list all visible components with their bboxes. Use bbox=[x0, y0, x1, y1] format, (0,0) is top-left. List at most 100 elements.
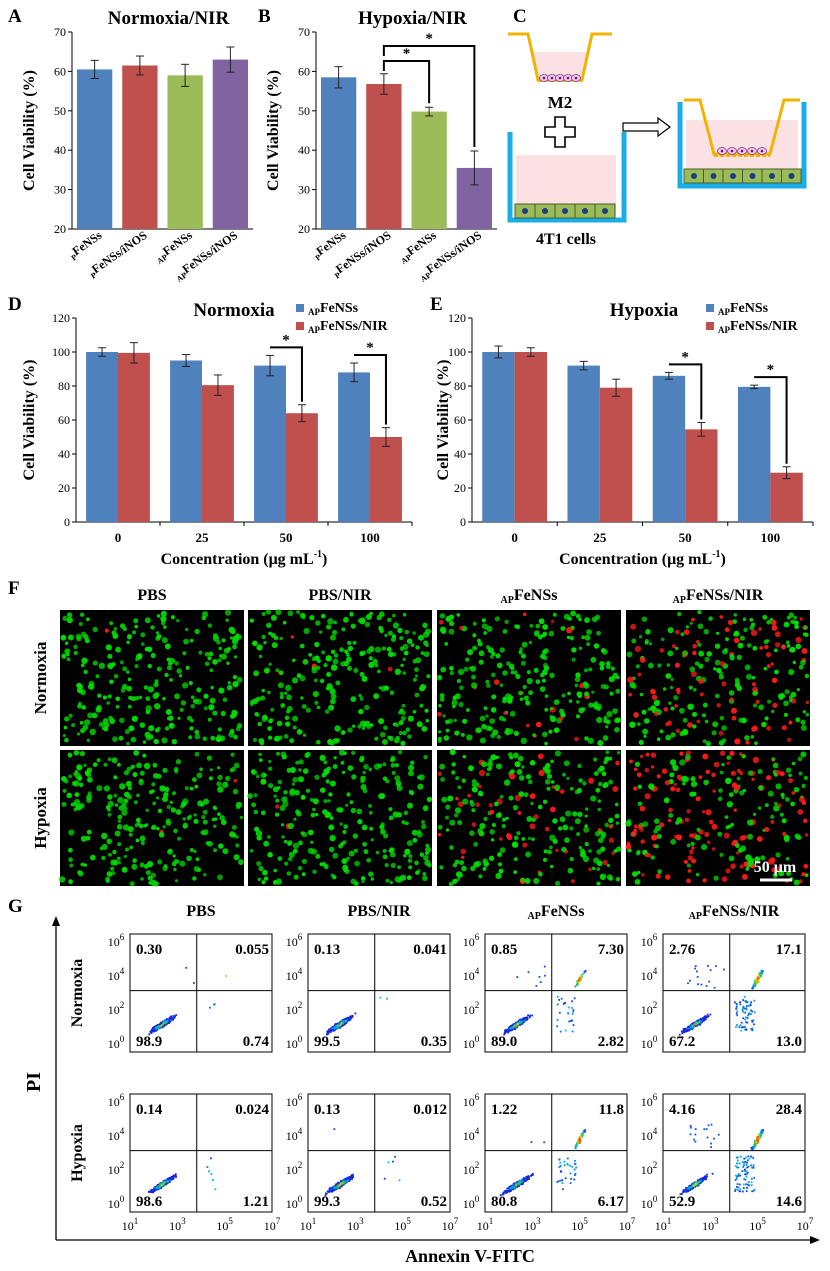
live-cell bbox=[669, 772, 675, 778]
live-cell bbox=[396, 812, 402, 818]
live-cell bbox=[350, 807, 356, 814]
live-cell bbox=[798, 665, 804, 670]
live-cell bbox=[728, 792, 734, 797]
live-cell bbox=[420, 651, 425, 655]
live-cell bbox=[490, 754, 497, 761]
live-cell bbox=[526, 670, 531, 675]
column-header: PBS bbox=[137, 587, 166, 604]
live-cell bbox=[250, 702, 254, 706]
y-tick-label: 106 bbox=[286, 932, 303, 949]
live-cell bbox=[73, 650, 78, 656]
live-cell bbox=[157, 859, 163, 865]
live-cell bbox=[682, 717, 688, 723]
live-cell bbox=[544, 779, 551, 785]
live-cell bbox=[389, 690, 395, 695]
dead-cell bbox=[471, 822, 477, 828]
live-cell bbox=[662, 687, 667, 691]
live-cell bbox=[143, 863, 149, 869]
event-dot bbox=[165, 1023, 168, 1025]
event-dot bbox=[744, 1007, 746, 1010]
live-cell bbox=[609, 691, 614, 696]
y-tick-label-exponent: 4 bbox=[298, 966, 303, 976]
event-dot bbox=[690, 1026, 692, 1028]
live-cell bbox=[238, 859, 244, 865]
live-cell bbox=[697, 642, 702, 647]
live-cell bbox=[319, 678, 325, 684]
event-dot bbox=[342, 1022, 344, 1025]
live-cell bbox=[747, 770, 753, 776]
dead-cell bbox=[731, 715, 737, 721]
live-cell bbox=[692, 724, 697, 729]
live-cell bbox=[281, 796, 288, 803]
event-dot bbox=[572, 1024, 575, 1026]
event-dot bbox=[741, 1009, 744, 1011]
x-tick-label: 0 bbox=[115, 530, 122, 545]
live-cell bbox=[643, 734, 647, 738]
live-cell bbox=[319, 754, 326, 761]
live-cell bbox=[605, 756, 610, 761]
event-dot bbox=[348, 1016, 351, 1019]
live-cell bbox=[497, 852, 502, 857]
live-cell bbox=[333, 653, 339, 658]
event-dot bbox=[567, 1012, 569, 1014]
y-tick-label-exponent: 4 bbox=[475, 966, 480, 976]
micrograph-background bbox=[626, 610, 810, 746]
dead-cell bbox=[630, 623, 637, 630]
live-cell bbox=[291, 782, 295, 786]
dead-cell bbox=[437, 771, 442, 776]
live-cell bbox=[617, 751, 621, 755]
live-cell bbox=[576, 787, 583, 794]
live-cell bbox=[312, 807, 316, 812]
live-cell bbox=[402, 730, 407, 736]
live-cell bbox=[783, 621, 790, 628]
column-header-main: PBS bbox=[186, 903, 215, 920]
live-cell bbox=[504, 730, 508, 734]
legend-swatch bbox=[706, 304, 714, 312]
event-dot bbox=[700, 1018, 703, 1021]
live-cell bbox=[486, 683, 491, 688]
lower-well bbox=[507, 132, 627, 223]
live-cell bbox=[102, 695, 107, 700]
dead-cell bbox=[771, 625, 778, 631]
live-cell bbox=[654, 818, 660, 824]
live-cell bbox=[217, 874, 223, 881]
event-dot bbox=[206, 1166, 209, 1168]
live-cell bbox=[741, 717, 747, 724]
live-cell bbox=[462, 718, 468, 724]
dead-cell bbox=[615, 760, 620, 766]
x-tick-label-main: FeNSs bbox=[70, 228, 105, 258]
panel-letter-g: G bbox=[8, 896, 23, 917]
live-cell bbox=[545, 762, 551, 769]
live-cell bbox=[112, 849, 117, 855]
live-cell bbox=[263, 876, 269, 881]
significance-bracket bbox=[354, 354, 387, 425]
dead-cell bbox=[782, 831, 787, 837]
event-dot bbox=[213, 1003, 215, 1006]
live-cell bbox=[422, 872, 426, 876]
live-cell bbox=[150, 625, 155, 630]
live-cell bbox=[217, 727, 222, 732]
live-cell bbox=[236, 676, 243, 683]
live-cell bbox=[140, 642, 145, 646]
dead-cell bbox=[664, 874, 671, 880]
live-cell bbox=[704, 719, 709, 724]
live-cell bbox=[487, 647, 494, 654]
live-cell bbox=[388, 735, 394, 742]
y-axis-label: PI bbox=[23, 1072, 45, 1092]
dead-cell bbox=[712, 789, 716, 793]
y-tick-label: 60 bbox=[298, 64, 310, 78]
live-cell bbox=[487, 767, 491, 772]
dead-cell bbox=[233, 779, 238, 783]
dead-cell bbox=[460, 848, 467, 855]
live-cell bbox=[325, 779, 330, 784]
live-cell bbox=[265, 609, 271, 615]
event-dot bbox=[753, 1011, 756, 1014]
live-cell bbox=[225, 775, 231, 782]
live-cell bbox=[485, 679, 490, 684]
event-dot bbox=[343, 1018, 346, 1021]
live-cell bbox=[563, 760, 570, 767]
legend-label: APFeNSs/NIR bbox=[718, 319, 799, 335]
live-cell bbox=[502, 817, 506, 822]
live-cell bbox=[523, 792, 529, 798]
live-cell bbox=[289, 767, 296, 773]
